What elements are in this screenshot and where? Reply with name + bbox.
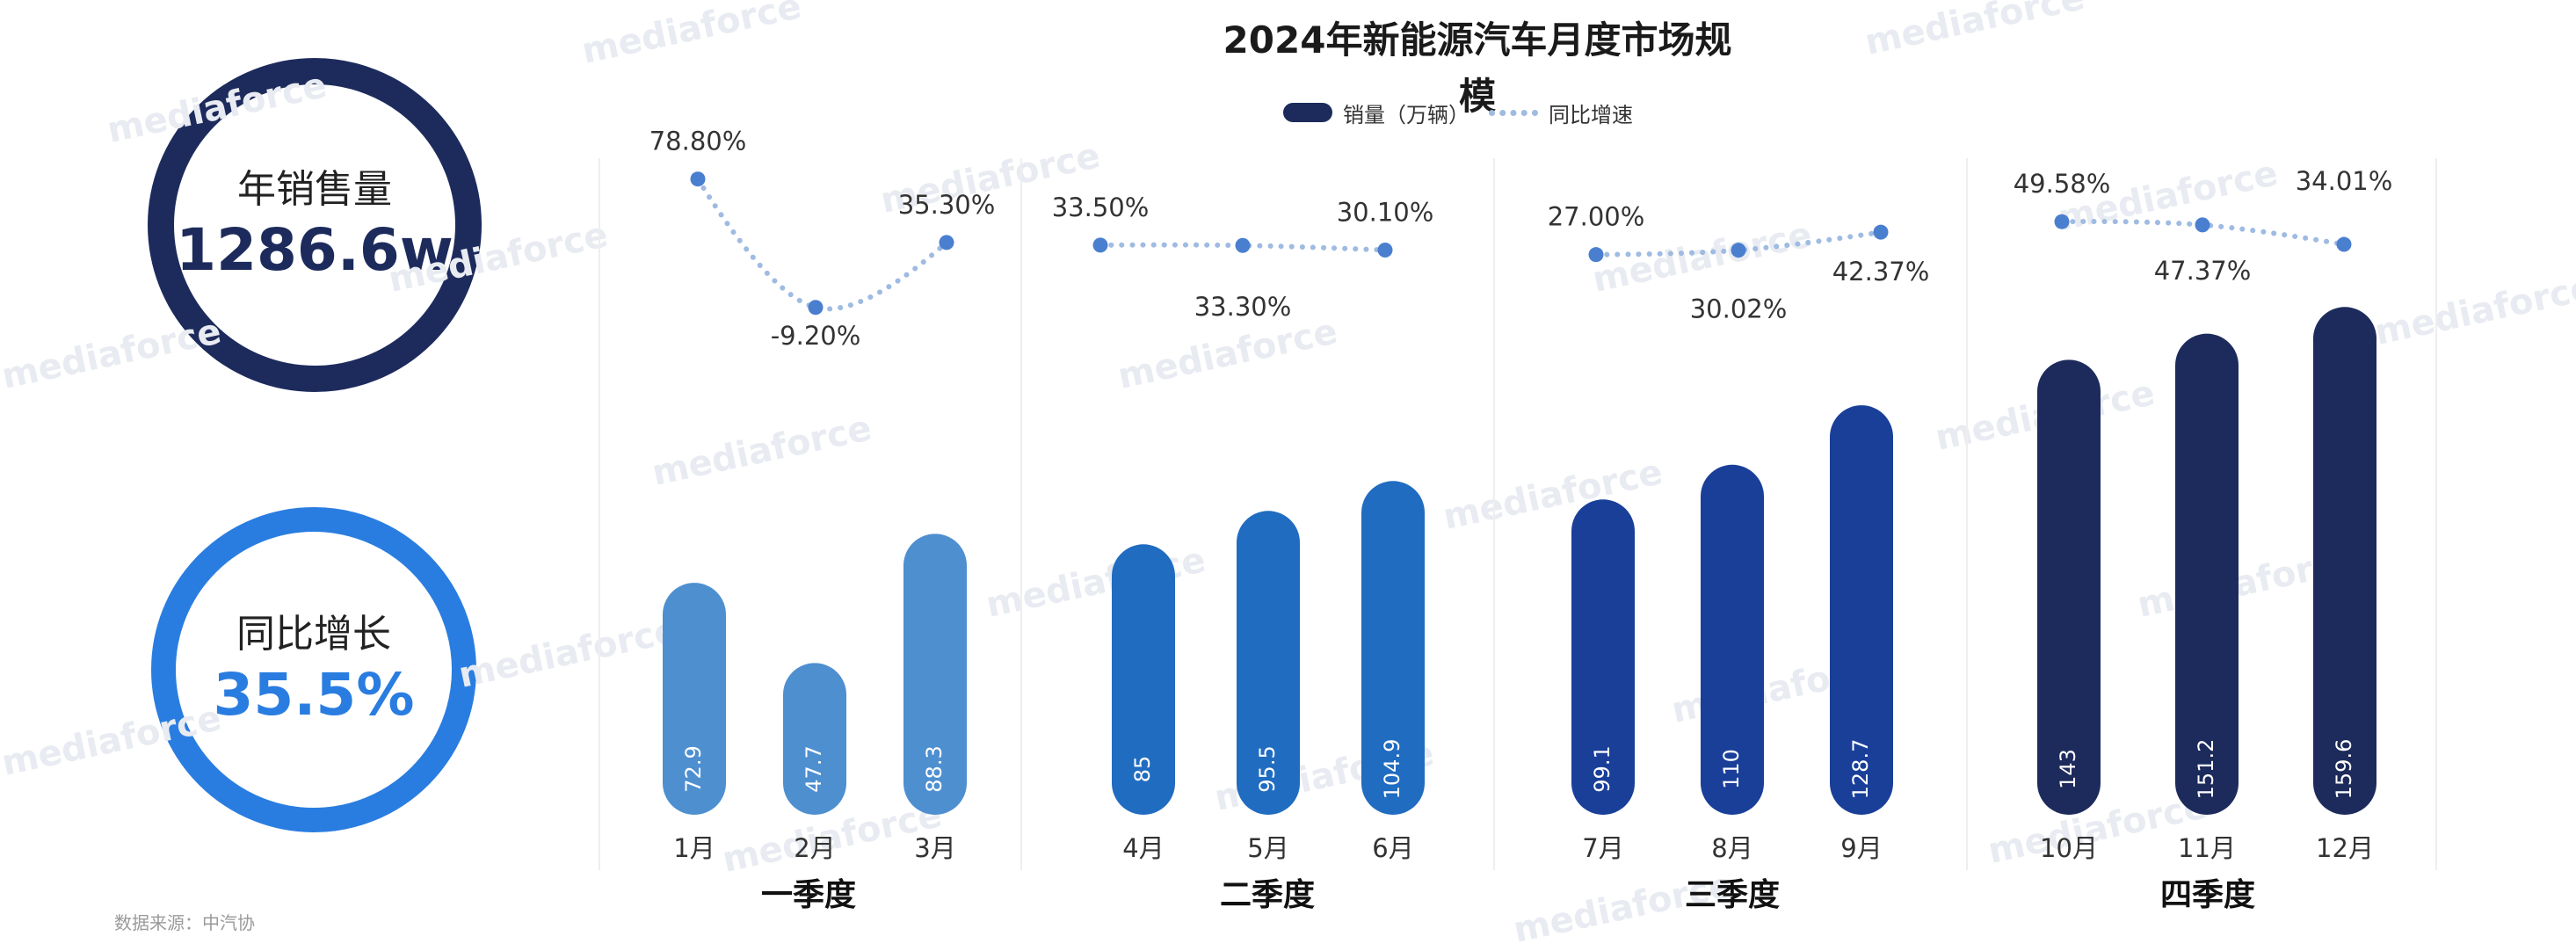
growth-point: [2195, 217, 2210, 233]
sales-value-label: 99.1: [1590, 745, 1615, 792]
sales-value-label: 128.7: [1848, 739, 1873, 800]
sales-value-label: 110: [1719, 749, 1744, 789]
sales-bar: [1361, 481, 1425, 815]
quarter-label: 四季度: [2160, 877, 2255, 913]
annual-sales-value: 1286.6w: [176, 216, 454, 284]
month-label: 12月: [2316, 833, 2374, 863]
month-label: 2月: [794, 833, 835, 863]
month-label: 4月: [1122, 833, 1164, 863]
growth-line: [1098, 242, 1388, 253]
sales-bar: [2313, 307, 2376, 815]
growth-point: [1377, 243, 1393, 258]
sales-bar: [1112, 544, 1175, 815]
growth-value-label: 34.01%: [2296, 166, 2393, 196]
month-label: 1月: [673, 833, 715, 863]
chart-title: 2024年新能源汽车月度市场规模: [1223, 18, 1732, 118]
growth-line: [695, 176, 949, 312]
growth-point: [939, 235, 954, 250]
growth-point: [690, 171, 706, 187]
month-label: 9月: [1840, 833, 1882, 863]
sales-value-label: 143: [2056, 749, 2080, 789]
growth-point: [808, 300, 824, 316]
growth-value-label: 33.30%: [1194, 292, 1292, 322]
sales-value-label: 159.6: [2332, 739, 2356, 800]
sales-value-label: 151.2: [2194, 739, 2218, 800]
growth-point: [2054, 214, 2070, 229]
month-label: 5月: [1247, 833, 1288, 863]
growth-value-label: 42.37%: [1832, 257, 1930, 287]
yoy-growth-label: 同比增长: [236, 612, 391, 657]
sales-bar: [1237, 511, 1300, 815]
legend-label-growth: 同比增速: [1549, 102, 1633, 127]
month-label: 7月: [1582, 833, 1623, 863]
month-label: 3月: [914, 833, 955, 863]
sales-value-label: 72.9: [681, 745, 706, 792]
sales-value-label: 95.5: [1255, 745, 1280, 792]
growth-value-label: 33.50%: [1052, 192, 1150, 222]
sales-value-label: 85: [1130, 756, 1155, 783]
sales-bar: [1571, 499, 1635, 815]
month-label: 10月: [2040, 833, 2098, 863]
quarter-label: 二季度: [1220, 877, 1315, 913]
quarter-label: 一季度: [761, 877, 856, 913]
legend-swatch-growth: [1489, 109, 1538, 116]
sales-bar: [2175, 333, 2239, 815]
growth-point: [1092, 237, 1108, 253]
quarter-label: 三季度: [1685, 877, 1780, 913]
month-label: 8月: [1711, 833, 1752, 863]
growth-line: [1593, 229, 1883, 258]
annual-sales-label: 年销售量: [237, 167, 392, 212]
legend-label-sales: 销量（万辆）: [1343, 102, 1469, 127]
legend-swatch-sales: [1283, 103, 1332, 122]
month-label: 6月: [1372, 833, 1413, 863]
growth-value-label: 27.00%: [1548, 202, 1645, 232]
sales-value-label: 104.9: [1380, 739, 1404, 800]
sales-bar: [1701, 464, 1764, 815]
growth-point: [2336, 236, 2352, 252]
sales-bar: [2037, 359, 2101, 816]
growth-point: [1873, 224, 1889, 240]
month-label: 11月: [2178, 833, 2236, 863]
sales-bar: [1830, 405, 1893, 815]
growth-point: [1235, 237, 1251, 253]
legend-item-sales: 销量（万辆）: [1283, 98, 1469, 128]
chart-legend: 销量（万辆） 同比增速: [1283, 95, 1633, 130]
yoy-growth-value: 35.5%: [213, 661, 415, 729]
growth-value-label: 47.37%: [2154, 256, 2252, 286]
growth-point: [1588, 247, 1604, 263]
sales-bar: [903, 534, 967, 815]
growth-value-label: 49.58%: [2014, 169, 2111, 199]
sales-value-label: 47.7: [802, 745, 826, 792]
legend-item-growth: 同比增速: [1489, 98, 1633, 128]
sales-bar: [783, 663, 846, 815]
growth-value-label: 78.80%: [649, 127, 747, 156]
data-source-note: 数据来源：中汽协: [114, 912, 255, 933]
growth-value-label: 35.30%: [898, 190, 996, 220]
growth-value-label: -9.20%: [771, 321, 861, 351]
growth-value-label: 30.10%: [1337, 198, 1434, 228]
growth-value-label: 30.02%: [1690, 294, 1788, 324]
growth-point: [1731, 243, 1746, 258]
sales-value-label: 88.3: [922, 745, 947, 792]
sales-bar: [663, 583, 726, 815]
